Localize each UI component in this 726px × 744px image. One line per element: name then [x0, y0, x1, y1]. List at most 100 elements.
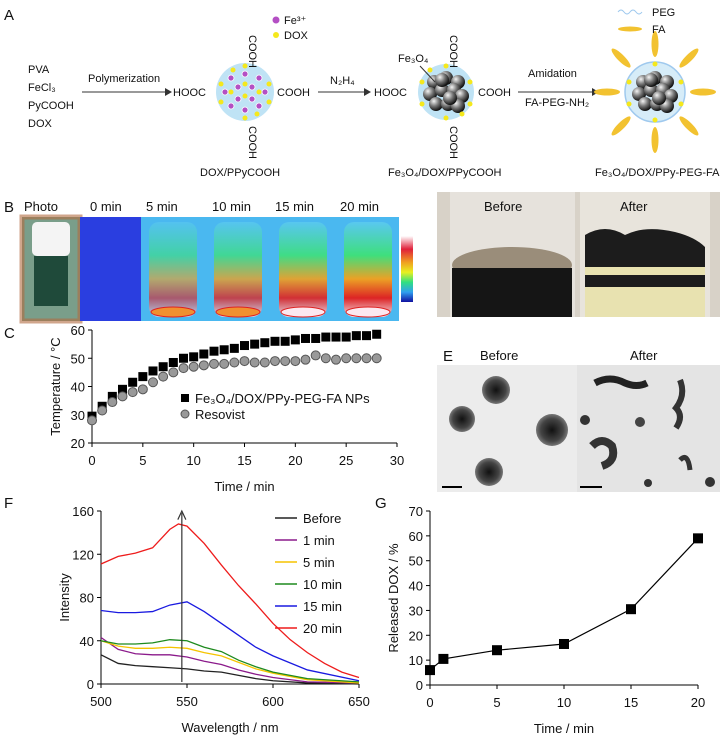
- dox-dot-icon: [443, 63, 449, 69]
- reaction-arrow: [518, 88, 599, 96]
- spectrum-line: [100, 654, 360, 685]
- x-tick-label: 20: [288, 453, 302, 468]
- product-label-3: Fe₃O₄/DOX/PPy-PEG-FA: [595, 167, 720, 179]
- data-point-circle: [351, 353, 362, 364]
- y-tick-label: 40: [71, 380, 85, 395]
- data-point-circle: [97, 405, 108, 416]
- step-n2h4-label: N₂H₄: [330, 75, 355, 87]
- y-tick-label: 0: [416, 678, 423, 693]
- step-fa-peg-label: FA-PEG-NH₂: [525, 97, 589, 109]
- data-point-square: [559, 638, 569, 649]
- y-tick-label: 50: [409, 554, 423, 569]
- data-point-circle: [361, 353, 372, 364]
- thermal-vial-base: [215, 306, 261, 318]
- legend-peg: PEG: [652, 7, 675, 19]
- cooh-label-bottom: COOH: [447, 126, 459, 159]
- data-point-square: [311, 333, 321, 343]
- data-point-square: [148, 366, 158, 376]
- legend-label: Resovist: [195, 407, 245, 422]
- x-tick-label: 20: [691, 695, 705, 710]
- fe3o4-ball-icon: [435, 73, 449, 87]
- dox-dot-icon: [266, 99, 272, 105]
- x-tick-label: 600: [262, 694, 284, 709]
- data-point-circle: [371, 353, 382, 364]
- fe3o4-ball-icon: [652, 91, 666, 105]
- data-point-square: [438, 653, 449, 664]
- y-axis-title: Released DOX / %: [386, 543, 401, 653]
- data-point-circle: [229, 357, 240, 368]
- data-point-square: [260, 338, 270, 348]
- tem-images: Before After: [437, 348, 720, 492]
- data-point-square: [189, 352, 199, 362]
- fe-ion-icon: [241, 70, 249, 78]
- data-point-square: [372, 329, 382, 339]
- vial-photo-before-after: Before After: [437, 192, 720, 317]
- data-point-circle: [198, 360, 209, 371]
- cooh-label: COOH: [277, 87, 310, 99]
- data-point-square: [199, 349, 209, 359]
- dox-dot-icon: [266, 81, 272, 87]
- x-axis-title: Time / min: [214, 479, 274, 494]
- product-label-2: Fe₃O₄/DOX/PPyCOOH: [388, 167, 502, 179]
- fe-ion-icon: [227, 74, 235, 82]
- data-point-square: [693, 533, 703, 544]
- cooh-label-bottom: COOH: [246, 126, 258, 159]
- y-tick-label: 0: [87, 677, 94, 692]
- vial-photo: [19, 214, 83, 324]
- fe-ion-icon: [248, 95, 256, 103]
- fe-ion-icon: [255, 74, 263, 82]
- data-point-square: [138, 372, 148, 382]
- spectrum-line: [100, 601, 360, 682]
- x-tick-label: 15: [624, 695, 638, 710]
- panel-label-f: F: [4, 495, 13, 512]
- thermal-vial-base: [150, 306, 196, 318]
- data-point-square: [351, 331, 361, 341]
- fe-ion-icon: [241, 106, 249, 114]
- data-point-square: [341, 332, 351, 342]
- dox-dot-icon: [443, 115, 449, 121]
- legend-fe: Fe³⁺: [284, 15, 307, 27]
- data-point-square: [425, 665, 435, 676]
- data-point-circle: [137, 384, 148, 395]
- thermal-vial-1: [149, 222, 197, 317]
- fe3o4-label: Fe₃O₄: [398, 53, 429, 65]
- fe3o4-ball-icon: [644, 73, 658, 87]
- x-tick-label: 25: [339, 453, 353, 468]
- fe-ion-icon: [248, 83, 256, 91]
- data-point-circle: [148, 377, 158, 388]
- hooc-label: HOOC: [173, 87, 206, 99]
- reaction-arrow: [318, 88, 371, 96]
- dox-dot-icon: [419, 101, 425, 107]
- fa-ligand-icon: [679, 116, 699, 136]
- legend-square-icon: [181, 394, 189, 402]
- fa-legend-icon: [618, 26, 642, 32]
- dox-dot-icon: [242, 63, 248, 69]
- data-point-circle: [178, 363, 189, 374]
- y-tick-label: 70: [409, 504, 423, 519]
- reagent: FeCl₃: [28, 82, 56, 94]
- dox-dot-icon: [242, 93, 248, 99]
- fe-ion-icon: [234, 83, 242, 91]
- legend-circle-icon: [180, 409, 190, 419]
- fe-legend-icon: [272, 16, 280, 24]
- panel-b-label: 0 min: [90, 199, 122, 214]
- x-tick-label: 0: [426, 695, 433, 710]
- reagent: PVA: [28, 64, 50, 76]
- x-tick-label: 15: [237, 453, 251, 468]
- data-point-square: [168, 357, 178, 367]
- x-tick-label: 650: [348, 694, 370, 709]
- hooc-label: HOOC: [374, 87, 407, 99]
- panel-label-c: C: [4, 325, 15, 342]
- data-point-circle: [259, 357, 270, 368]
- data-point-circle: [300, 354, 311, 365]
- dox-dot-icon: [218, 81, 224, 87]
- spectrum-line: [100, 639, 360, 683]
- fe3o4-cluster: [419, 63, 473, 121]
- y-tick-label: 50: [71, 351, 85, 366]
- data-point-square: [107, 391, 117, 401]
- fa-ligand-icon: [594, 88, 620, 96]
- dox-dot-icon: [467, 79, 473, 85]
- data-point-circle: [107, 397, 118, 408]
- cooh-label: COOH: [478, 87, 511, 99]
- fe-ion-icon: [261, 88, 269, 96]
